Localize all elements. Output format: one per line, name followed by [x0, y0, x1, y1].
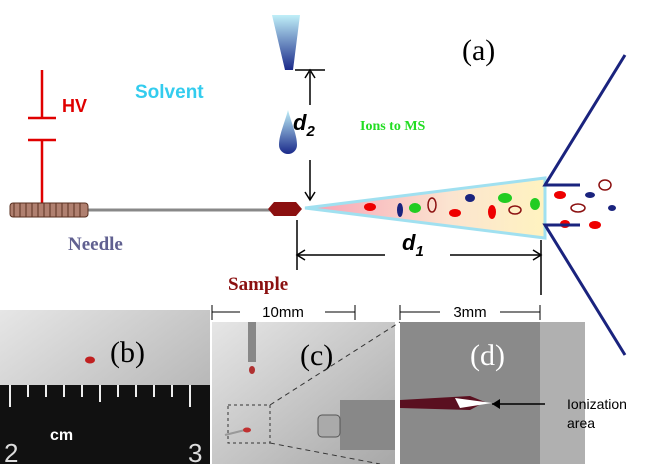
subscript: 2	[305, 123, 315, 140]
panel-label: (b)	[110, 336, 145, 369]
annotation: Ionization	[567, 396, 627, 412]
hv-source	[28, 70, 56, 205]
ions-label: Ions to MS	[360, 119, 426, 134]
scale-label: 3mm	[453, 304, 486, 321]
panel-a: (a) HV Solvent d2 Ions to MS d1 Needle	[10, 15, 625, 355]
solvent-label: Solvent	[135, 82, 204, 103]
figure: (a) HV Solvent d2 Ions to MS d1 Needle	[0, 0, 654, 464]
scale-label: 10mm	[262, 304, 304, 321]
solvent-nozzle	[272, 15, 300, 70]
d2-label: d2	[293, 110, 315, 140]
annotation: area	[567, 415, 595, 431]
hv-label: HV	[62, 96, 87, 116]
panel-b: (b) cm 2 3	[0, 310, 210, 464]
panel-label: (d)	[470, 339, 505, 372]
symbol: d	[402, 230, 416, 255]
needle	[10, 203, 275, 217]
unit-label: cm	[50, 427, 73, 444]
panel-label: (c)	[300, 339, 333, 372]
needle-label: Needle	[68, 234, 123, 255]
symbol: d	[293, 110, 307, 135]
d1-label: d1	[402, 230, 424, 260]
sample-label: Sample	[228, 274, 288, 295]
ruler-number: 2	[4, 438, 18, 464]
sample	[268, 202, 302, 216]
ruler-number: 3	[188, 438, 202, 464]
subscript: 1	[415, 243, 423, 260]
panel-label: (a)	[462, 34, 495, 67]
ms-inlet	[545, 55, 625, 355]
